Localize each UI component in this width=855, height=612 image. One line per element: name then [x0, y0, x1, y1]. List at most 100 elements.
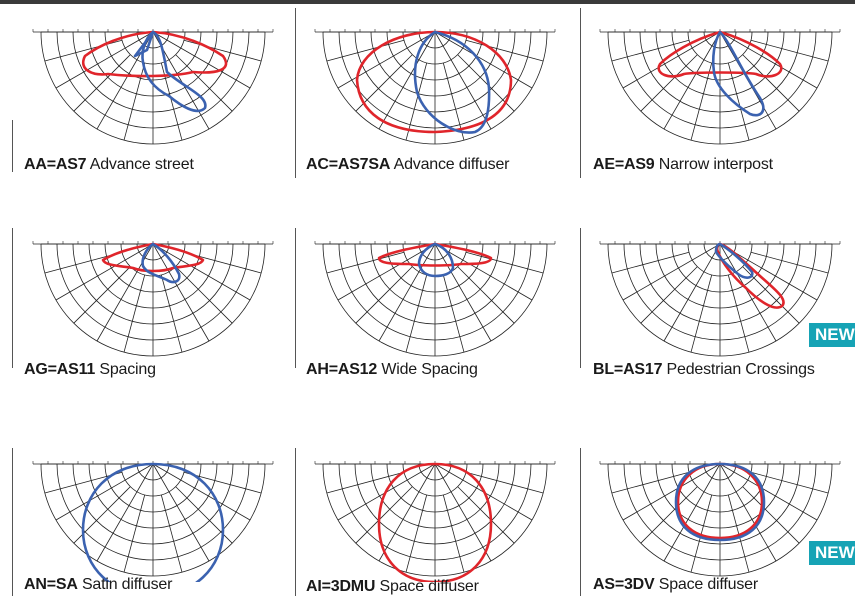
panel-caption: AS=3DV Space diffuser — [593, 576, 758, 593]
panel-caption: AH=AS12 Wide Spacing — [306, 361, 478, 378]
panel-caption: AG=AS11 Spacing — [24, 361, 156, 378]
grid-radial — [442, 274, 465, 353]
grid-radial — [727, 494, 750, 573]
panel-caption: BL=AS17 Pedestrian Crossings — [593, 361, 815, 378]
red-intensity-curve — [657, 30, 783, 78]
red-intensity-curve — [82, 30, 228, 78]
separator-line — [12, 228, 13, 368]
grid-radial — [750, 39, 829, 62]
photometric-panel-ag: AG=AS11 Spacing — [24, 232, 300, 392]
intensity-curves — [657, 30, 783, 117]
panel-caption: AC=AS7SA Advance diffuser — [306, 156, 510, 173]
red-intensity-curve — [377, 462, 493, 582]
grid-radial — [611, 251, 690, 274]
grid-radial — [719, 463, 777, 562]
grid-radial — [337, 243, 436, 301]
separator-line — [580, 448, 581, 596]
grid-radial — [442, 494, 465, 573]
photometric-panel-bl: BL=AS17 Pedestrian Crossings — [593, 232, 855, 392]
blue-intensity-curve — [413, 30, 491, 134]
grid-radial — [465, 39, 544, 62]
grid-radial — [175, 54, 233, 112]
polar-diagram — [599, 461, 841, 577]
grid-radial — [160, 494, 183, 573]
blue-intensity-curve — [711, 30, 765, 117]
grid-radial — [690, 62, 713, 141]
polar-diagram — [314, 461, 556, 582]
grid-radial — [96, 463, 154, 562]
grid-radial — [160, 274, 183, 353]
red-intensity-curve — [355, 30, 513, 134]
separator-line — [12, 120, 13, 172]
grid-radial — [152, 243, 251, 301]
grid-radial — [434, 243, 533, 301]
red-intensity-curve — [715, 242, 785, 309]
grid-radial — [55, 31, 154, 89]
intensity-curves — [355, 30, 513, 134]
grid-radial — [457, 486, 515, 544]
grid-radial — [378, 243, 436, 342]
polar-diagram — [32, 461, 274, 582]
intensity-curves — [377, 462, 493, 582]
grid-radial — [405, 494, 428, 573]
grid-radial — [326, 471, 405, 494]
grid-radial — [152, 31, 251, 89]
intensity-curves — [714, 242, 785, 309]
photometric-panel-as: AS=3DV Space diffuser — [593, 452, 855, 612]
grid-radial — [405, 274, 428, 353]
polar-diagram — [32, 241, 274, 357]
grid-radial — [622, 243, 721, 301]
grid-radial — [378, 31, 436, 130]
grid-radial — [663, 243, 721, 342]
photometric-panel-ae: AE=AS9 Narrow interpost — [593, 20, 855, 180]
grid-radial — [750, 251, 829, 274]
polar-grid — [599, 461, 841, 577]
intensity-curves — [81, 462, 225, 582]
grid-radial — [183, 39, 262, 62]
grid-radial — [73, 54, 131, 112]
blue-intensity-curve — [417, 242, 455, 278]
photometric-panel-aa: AA=AS7 Advance street — [24, 20, 300, 180]
grid-radial — [622, 31, 721, 89]
polar-diagram — [32, 29, 274, 145]
photometric-panel-ah: AH=AS12 Wide Spacing — [306, 232, 582, 392]
panel-caption: AN=SA Satin diffuser — [24, 576, 173, 593]
intensity-curves — [674, 462, 766, 542]
grid-radial — [152, 243, 210, 342]
grid-radial — [355, 486, 413, 544]
separator-line — [295, 8, 296, 178]
grid-radial — [152, 463, 251, 521]
polar-grid — [32, 241, 274, 357]
polar-diagram — [599, 29, 841, 145]
grid-radial — [442, 62, 465, 141]
intensity-curves — [377, 242, 493, 278]
grid-radial — [622, 463, 721, 521]
red-intensity-curve — [377, 242, 493, 267]
grid-radial — [175, 266, 233, 324]
polar-grid — [314, 29, 556, 145]
intensity-curves — [101, 242, 205, 284]
grid-radial — [123, 274, 146, 353]
new-badge: NEW — [809, 323, 855, 347]
top-rule — [0, 0, 855, 4]
grid-radial — [611, 39, 690, 62]
grid-radial — [719, 243, 777, 342]
red-intensity-curve — [101, 242, 205, 273]
intensity-curves — [82, 30, 228, 113]
grid-radial — [355, 54, 413, 112]
grid-radial — [719, 31, 818, 89]
blue-intensity-curve — [674, 462, 766, 542]
grid-radial — [355, 266, 413, 324]
grid-radial — [378, 463, 436, 562]
polar-grid — [314, 241, 556, 357]
polar-diagram — [599, 241, 841, 357]
grid-radial — [640, 486, 698, 544]
blue-intensity-curve — [141, 242, 181, 284]
polar-grid — [32, 461, 274, 577]
polar-diagram — [314, 241, 556, 357]
photometric-panel-ai: AI=3DMU Space diffuser — [306, 452, 582, 612]
photometric-panel-an: AN=SA Satin diffuser — [24, 452, 300, 612]
panel-caption: AA=AS7 Advance street — [24, 156, 194, 173]
grid-radial — [457, 266, 515, 324]
grid-radial — [465, 471, 544, 494]
